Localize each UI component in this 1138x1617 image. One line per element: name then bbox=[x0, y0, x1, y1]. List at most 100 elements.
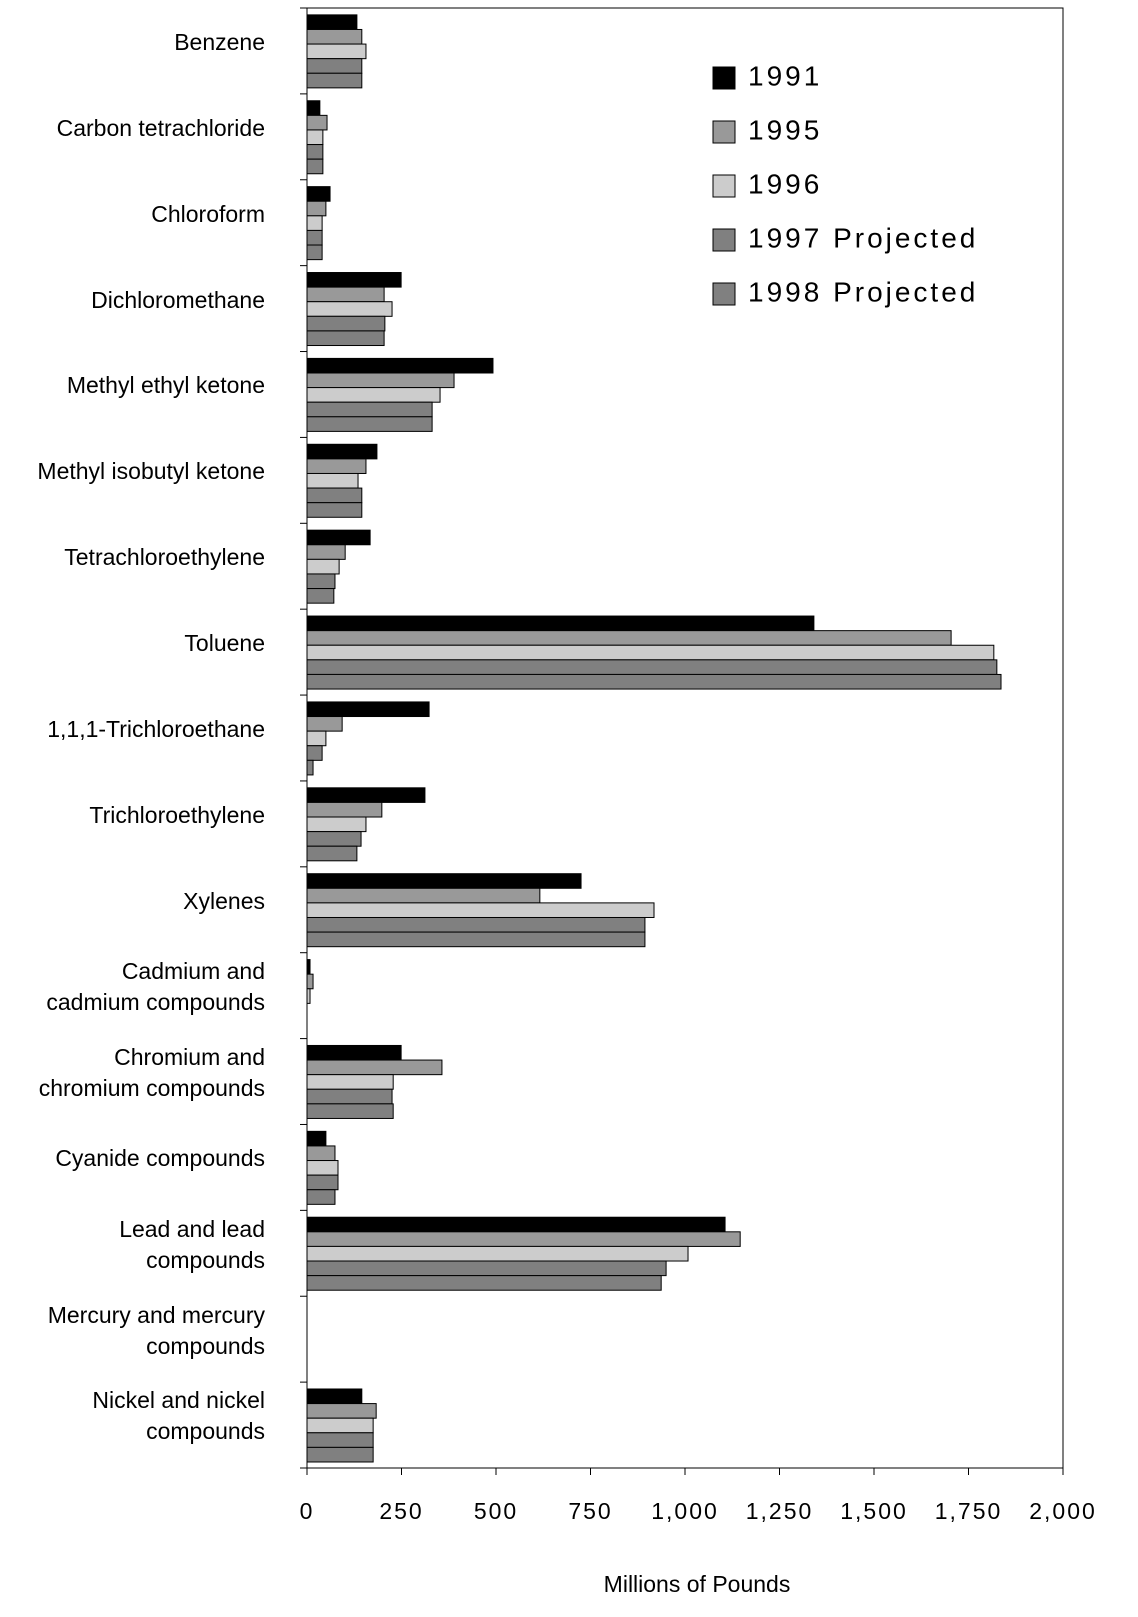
bar bbox=[306, 745, 323, 761]
legend-swatch bbox=[712, 66, 736, 90]
bar bbox=[306, 887, 541, 904]
bar bbox=[306, 701, 430, 718]
bar bbox=[306, 229, 323, 246]
y-tick-label: Carbon tetrachloride bbox=[56, 114, 265, 141]
legend-label: 1996 bbox=[748, 168, 822, 199]
bar bbox=[306, 186, 331, 202]
bar bbox=[306, 114, 328, 131]
legend-label: 1995 bbox=[748, 114, 822, 145]
bar bbox=[306, 630, 952, 646]
bar bbox=[306, 816, 367, 833]
bar bbox=[306, 1231, 741, 1247]
x-tick-label: 1,750 bbox=[935, 1498, 1003, 1524]
bar bbox=[306, 988, 311, 1004]
bar bbox=[306, 673, 1002, 690]
bar bbox=[306, 716, 343, 732]
x-tick-label: 1,250 bbox=[746, 1498, 814, 1524]
bar bbox=[306, 1088, 393, 1105]
bar bbox=[306, 502, 363, 518]
bar bbox=[306, 1145, 336, 1162]
bar bbox=[306, 244, 323, 261]
y-tick-label: Methyl isobutyl ketone bbox=[37, 458, 265, 485]
bar bbox=[306, 615, 815, 632]
x-tick-label: 0 bbox=[300, 1498, 315, 1524]
bar bbox=[306, 1446, 374, 1463]
bar bbox=[306, 529, 371, 546]
x-tick-label: 2,000 bbox=[1029, 1498, 1097, 1524]
legend-swatch bbox=[712, 282, 736, 306]
bar bbox=[306, 959, 311, 975]
bar bbox=[306, 401, 433, 418]
legend-label: 1997 Projected bbox=[748, 222, 978, 253]
bar bbox=[306, 315, 386, 332]
x-tick-label: 250 bbox=[379, 1498, 423, 1524]
bar bbox=[306, 1403, 377, 1419]
y-tick-label: Benzene bbox=[174, 28, 265, 55]
bar bbox=[306, 28, 363, 45]
y-tick-label: Toluene bbox=[184, 630, 265, 657]
bar bbox=[306, 1417, 374, 1434]
y-tick-label: Dichloromethane bbox=[91, 286, 265, 313]
bar bbox=[306, 1189, 336, 1205]
bar bbox=[306, 1260, 667, 1277]
bar bbox=[306, 1432, 374, 1448]
bar bbox=[306, 330, 385, 347]
x-tick-label: 1,000 bbox=[651, 1498, 719, 1524]
bar bbox=[306, 1216, 726, 1233]
x-tick-label: 750 bbox=[568, 1498, 612, 1524]
y-tick-label: Mercury and mercury compounds bbox=[47, 1301, 265, 1359]
bar bbox=[306, 215, 323, 231]
bar bbox=[306, 487, 363, 504]
bar bbox=[306, 387, 441, 403]
y-tick-label: Trichloroethylene bbox=[89, 801, 265, 828]
bar bbox=[306, 301, 393, 317]
y-tick-label: Cadmium and cadmium compounds bbox=[46, 958, 265, 1016]
bar bbox=[306, 286, 385, 303]
y-tick-label: Nickel and nickel compounds bbox=[92, 1387, 265, 1445]
bar bbox=[306, 730, 327, 747]
bar bbox=[306, 973, 314, 990]
bar bbox=[306, 144, 324, 160]
bar bbox=[306, 916, 646, 933]
bar bbox=[306, 72, 363, 89]
bar bbox=[306, 43, 367, 60]
bar bbox=[306, 416, 433, 432]
bar bbox=[306, 1388, 363, 1405]
bar bbox=[306, 845, 358, 862]
bar bbox=[306, 1275, 662, 1291]
bar bbox=[306, 1103, 394, 1119]
bar bbox=[306, 1174, 339, 1191]
bar bbox=[306, 644, 995, 661]
legend-label: 1998 Projected bbox=[748, 276, 978, 307]
bar bbox=[306, 1074, 394, 1090]
bar bbox=[306, 100, 321, 116]
bar bbox=[306, 129, 324, 146]
bar bbox=[306, 272, 402, 288]
bar bbox=[306, 787, 426, 803]
legend-swatch bbox=[712, 228, 736, 252]
y-tick-label: 1,1,1-Trichloroethane bbox=[47, 715, 265, 742]
bar bbox=[306, 931, 646, 948]
bar bbox=[306, 372, 455, 389]
bar bbox=[306, 873, 582, 889]
bar bbox=[306, 801, 383, 818]
bar bbox=[306, 588, 335, 604]
bar bbox=[306, 58, 363, 74]
y-tick-label: Methyl ethyl ketone bbox=[66, 372, 265, 399]
x-tick-label: 1,500 bbox=[840, 1498, 908, 1524]
x-axis-title: Millions of Pounds bbox=[604, 1571, 791, 1597]
bar bbox=[306, 544, 346, 560]
bar bbox=[306, 659, 998, 675]
bar bbox=[306, 158, 324, 175]
legend-label: 1991 bbox=[748, 60, 822, 91]
y-tick-label: Cyanide compounds bbox=[55, 1145, 265, 1172]
bar bbox=[306, 558, 340, 575]
bar bbox=[306, 831, 362, 847]
bar bbox=[306, 458, 367, 474]
legend-swatch bbox=[712, 120, 736, 144]
bar bbox=[306, 573, 336, 590]
legend-swatch bbox=[712, 174, 736, 198]
y-tick-label: Xylenes bbox=[183, 887, 265, 914]
